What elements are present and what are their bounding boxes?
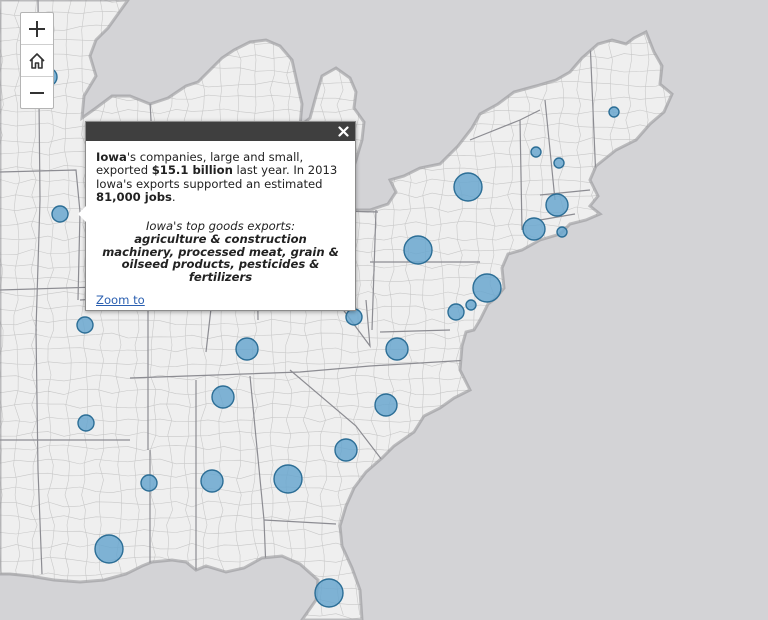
zoom-to-link[interactable]: Zoom to <box>96 293 145 307</box>
zoom-out-button[interactable] <box>21 77 53 108</box>
state-export-bubble[interactable] <box>200 469 224 493</box>
state-export-bubble[interactable] <box>522 217 546 241</box>
state-border-line <box>539 189 591 196</box>
state-border-line <box>0 169 81 301</box>
state-export-bubble[interactable] <box>608 106 620 118</box>
zoom-controls <box>20 12 54 109</box>
close-button[interactable] <box>336 123 351 140</box>
popup-body: Iowa's companies, large and small, expor… <box>86 141 355 283</box>
state-export-bubble[interactable] <box>51 205 69 223</box>
home-icon <box>29 52 45 69</box>
state-export-bubble[interactable] <box>553 157 565 169</box>
state-export-bubble[interactable] <box>334 438 358 462</box>
home-button[interactable] <box>21 45 53 77</box>
minus-icon <box>30 91 44 94</box>
state-export-bubble[interactable] <box>314 578 344 608</box>
state-border-line <box>35 0 43 575</box>
state-export-bubble[interactable] <box>472 273 502 303</box>
state-border-line <box>519 119 523 231</box>
state-border-line <box>129 359 471 379</box>
exports-line: agriculture & construction <box>134 232 307 247</box>
state-export-bubble[interactable] <box>556 226 568 238</box>
state-export-bubble[interactable] <box>545 193 569 217</box>
state-export-bubble[interactable] <box>94 534 124 564</box>
state-export-bubble[interactable] <box>77 414 95 432</box>
state-export-bubble[interactable] <box>211 385 235 409</box>
state-border-line <box>263 519 337 525</box>
close-icon <box>338 126 349 137</box>
state-border-line <box>371 209 377 331</box>
state-export-bubble[interactable] <box>403 235 433 265</box>
jobs-count: 81,000 jobs <box>96 190 172 205</box>
zoom-in-button[interactable] <box>21 13 53 45</box>
info-popup: Iowa's companies, large and small, expor… <box>78 121 356 311</box>
state-export-bubble[interactable] <box>447 303 465 321</box>
state-export-bubble[interactable] <box>273 464 303 494</box>
exports-list: agriculture & construction machinery, pr… <box>96 233 345 283</box>
state-border-line <box>379 329 451 333</box>
export-summary: Iowa's companies, large and small, expor… <box>96 150 338 205</box>
export-bubbles[interactable] <box>38 67 620 608</box>
state-export-bubble[interactable] <box>465 299 477 311</box>
state-border-line <box>289 369 383 461</box>
popup-pointer <box>78 206 86 222</box>
state-export-bubble[interactable] <box>530 146 542 158</box>
exports-line: oilseed products, pesticides & <box>121 257 320 272</box>
state-export-bubble[interactable] <box>345 308 363 326</box>
exports-title: Iowa's top goods exports: <box>145 218 296 233</box>
state-export-bubble[interactable] <box>140 474 158 492</box>
state-border-line <box>589 39 597 181</box>
plus-icon <box>29 20 45 37</box>
state-export-bubble[interactable] <box>453 172 483 202</box>
coastline <box>0 0 674 620</box>
popup-header <box>86 122 355 141</box>
exports-line: fertilizers <box>188 269 253 284</box>
state-export-bubble[interactable] <box>76 316 94 334</box>
state-export-bubble[interactable] <box>385 337 409 361</box>
exports-line: machinery, processed meat, grain & <box>102 244 339 259</box>
export-value: $15.1 billion <box>151 163 233 178</box>
state-export-bubble[interactable] <box>374 393 398 417</box>
state-name: Iowa <box>96 150 127 164</box>
state-export-bubble[interactable] <box>235 337 259 361</box>
state-border-line <box>539 213 576 221</box>
state-border-line <box>544 99 556 201</box>
